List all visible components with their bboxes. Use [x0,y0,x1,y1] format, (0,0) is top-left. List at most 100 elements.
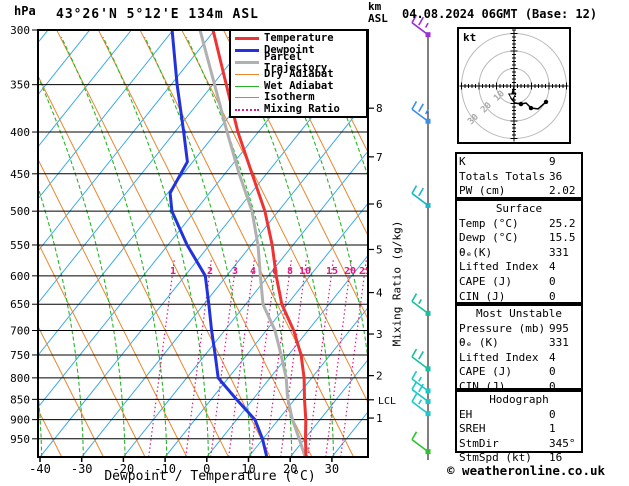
temperature-tick-label: 20 [283,462,297,476]
panel-row-value: 1 [549,422,556,436]
panel-row: SREH 1 [459,422,579,437]
km-tick-label: 4 [376,287,383,300]
wind-barb [411,185,431,208]
legend-label: Wet Adiabat [264,79,334,92]
legend-item: Parcel Trajectory [235,51,366,73]
pressure-tick-label: 800 [10,372,30,385]
temperature-tick-label: 30 [325,462,339,476]
legend-item: Temperature [235,33,366,45]
panel-row-label: Lifted Index [459,350,539,364]
panel-row: Lifted Index 4 [459,351,579,366]
axis-ticks: 3003504004505005506006507007508008509009… [10,24,396,476]
right-axis-label: Mixing Ratio (g/kg) [390,220,404,347]
lcl-label: LCL [378,396,396,407]
panel-title: Hodograph [489,393,549,406]
panel-row-label: PW (cm) [459,184,506,198]
panel-row-label: Totals Totals [459,169,546,183]
mixing-ratio-label: 1 [170,266,176,277]
mixing-ratio-line [325,257,353,456]
panel-row-value: 36 [549,169,563,183]
legend-label: Parcel Trajectory [264,50,328,74]
panel-row: Temp (°C) 25.2 [459,217,579,232]
panel-row-label: Temp (°C) [459,216,519,230]
dewpoint-curve [168,31,269,456]
pressure-tick-label: 350 [10,79,30,92]
pressure-tick-label: 450 [10,168,30,181]
panel-row-value: 0 [549,407,556,421]
legend-swatch-thick [235,49,259,53]
isotherm-line [123,151,367,456]
wind-barb [411,393,431,417]
surface-panel: Surface Temp (°C) 25.2 Dewp (°C) 15.5 θₑ(K) 33… [455,199,583,304]
mixing-ratio-line [280,257,308,456]
panel-row: CIN (J) 0 [459,290,579,305]
isotherm-line [39,31,215,251]
wet-adiabat-line [39,77,126,456]
pressure-tick-label: 850 [10,393,30,406]
mixing-ratio-label: 15 [326,266,338,277]
dry-adiabat-line [140,31,354,456]
legend: Temperature Dewpoint Parcel Trajectory Dry … [229,29,368,118]
dry-adiabat-line [181,31,367,402]
panel-row-label: θₑ (K) [459,336,499,350]
panel-title: Most Unstable [475,307,563,320]
legend-swatch-thin [235,73,259,75]
wind-barb [411,100,431,124]
mixing-ratio-label: 8 [287,266,293,277]
mixing-ratio-label: 25 [359,266,371,277]
mixing-ratio-label: 3 [232,266,238,277]
legend-label: Dewpoint [264,44,315,57]
panel-row-label: Lifted Index [459,260,539,274]
pressure-tick-label: 900 [10,414,30,427]
dry-adiabat-line [98,31,312,456]
legend-swatch-thick [235,60,259,64]
isotherm-line [39,31,257,303]
temperature-tick-label: -40 [29,462,51,476]
altitude-axis-unit-asl: ASL [368,12,388,25]
station-title: 43°26'N 5°12'E 134m ASL [56,7,260,22]
mixing-ratio-line [340,257,367,456]
legend-item: Mixing Ratio [235,104,366,116]
isotherm-line [39,31,173,199]
sounding-curves [168,31,308,456]
mixing-ratio-line [228,257,256,456]
legend-label: Mixing Ratio [264,103,340,116]
isotherm-line [165,203,367,456]
temperature-tick-label: -10 [154,462,176,476]
pressure-tick-label: 300 [10,24,30,37]
pressure-tick-label: 500 [10,205,30,218]
panel-row: StmDir 345° [459,437,579,452]
legend-item: Dry Adiabat [235,68,366,80]
panel-row-value: 0 [549,289,556,303]
legend-item: Isotherm [235,92,366,104]
panel-row-value: 331 [549,336,569,350]
panel-row-value: 995 [549,321,569,335]
mixing-ratio-line [185,257,213,456]
temperature-tick-label: 10 [241,462,255,476]
panel-row-label: Pressure (mb) [459,321,546,335]
panel-row-label: CIN (J) [459,379,506,393]
panel-row: CAPE (J) 0 [459,275,579,290]
wind-barb-column [411,14,431,460]
panel-row: θₑ (K) 331 [459,336,579,351]
wind-barb [411,381,431,404]
panel-row-label: CIN (J) [459,289,506,303]
panel-row-value: 9 [549,155,556,168]
mixing-ratio-line [265,257,293,456]
panel-row: Dewp (°C) 15.5 [459,231,579,246]
km-tick-label: 3 [376,328,383,341]
panel-row: θₑ(K) 331 [459,246,579,261]
mixing-ratio-label: 10 [299,266,311,277]
hodograph-unit-label: kt [463,31,476,44]
datetime-title: 04.08.2024 06GMT (Base: 12) [402,7,598,21]
altitude-axis-unit: km ASL [368,1,388,25]
mixing-ratio-line [210,257,238,456]
wet-adiabat-line [352,36,367,68]
legend-label: Temperature [264,32,334,45]
hodograph-trace-dot [543,99,549,105]
mixing-ratio-label: 20 [344,266,356,277]
wind-barb [411,431,431,455]
dry-adiabat-line [39,243,146,456]
